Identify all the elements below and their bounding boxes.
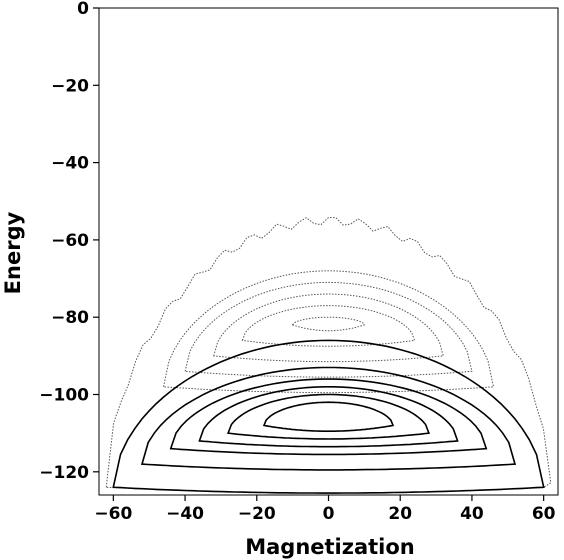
y-tick-label: 0 [77,0,89,19]
contour-solid-6 [112,339,545,494]
contour-solid-8 [169,378,488,456]
contour-solid-7 [140,366,517,471]
y-tick-label: −120 [39,463,89,483]
x-tick-label: −60 [94,504,132,524]
y-tick-label: −20 [51,76,89,96]
x-tick-label: 60 [532,504,556,524]
x-axis-label: Magnetization [245,535,415,559]
contour-solid-11 [262,401,395,433]
contour-lines [105,216,552,494]
y-tick-label: −60 [51,231,89,251]
contour-solid-9 [198,385,459,448]
x-tick-label: −40 [166,504,204,524]
contour-dotted-5 [291,316,366,332]
contour-dotted-4 [241,305,416,347]
x-tick-label: −20 [238,504,276,524]
y-axis-ticks: 0 −20 −40 −60 −80 −100 −120 [39,0,99,483]
contour-solid-10 [226,393,431,440]
x-axis-ticks: −60 −40 −20 0 20 40 60 [94,495,556,524]
x-tick-label: 20 [388,504,412,524]
y-axis-label: Energy [1,211,25,294]
plot-area [98,7,559,496]
x-tick-label: 0 [323,504,335,524]
y-tick-label: −80 [51,308,89,328]
contour-dotted-2 [184,281,473,378]
y-tick-label: −100 [39,386,89,406]
x-tick-label: 40 [460,504,484,524]
y-tick-label: −40 [51,154,89,174]
